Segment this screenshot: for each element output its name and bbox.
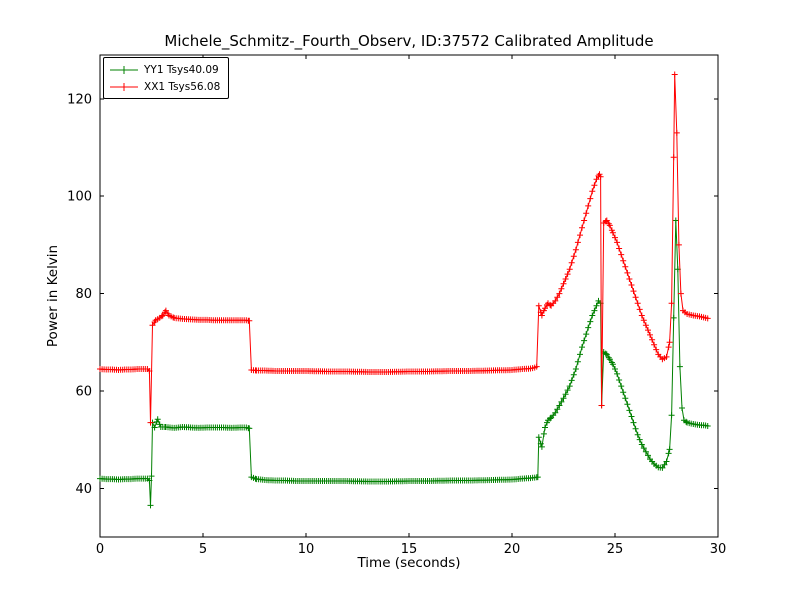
- axes-frame: [99, 54, 719, 538]
- x-tick-label: 25: [607, 542, 624, 557]
- legend-line-marker-icon: [110, 65, 138, 74]
- legend-line-marker-icon: [110, 82, 138, 91]
- series-markers-0: [97, 217, 711, 509]
- x-tick-label: 0: [96, 542, 104, 557]
- x-tick-label: 20: [504, 542, 521, 557]
- legend: YY1 Tsys40.09 XX1 Tsys56.08: [103, 57, 230, 99]
- x-tick-label: 15: [401, 542, 418, 557]
- x-axis-label: Time (seconds): [357, 555, 461, 571]
- y-tick-label: 100: [67, 190, 92, 205]
- x-tick-label: 5: [199, 542, 207, 557]
- x-tick-label: 30: [710, 542, 727, 557]
- legend-label-xx1: XX1 Tsys56.08: [144, 80, 221, 93]
- y-tick-label: 60: [75, 384, 92, 399]
- y-tick-label: 120: [67, 92, 92, 107]
- series-markers-1: [97, 71, 711, 426]
- legend-label-yy1: YY1 Tsys40.09: [144, 63, 219, 76]
- y-axis-label: Power in Kelvin: [45, 244, 61, 348]
- chart-title: Michele_Schmitz-_Fourth_Observ, ID:37572…: [164, 32, 654, 50]
- series-line-0: [99, 220, 708, 506]
- legend-item-xx1: XX1 Tsys56.08: [109, 78, 220, 95]
- x-tick-label: 10: [298, 542, 315, 557]
- legend-item-yy1: YY1 Tsys40.09: [109, 61, 220, 78]
- y-tick-label: 40: [75, 482, 92, 497]
- y-tick-label: 80: [75, 287, 92, 302]
